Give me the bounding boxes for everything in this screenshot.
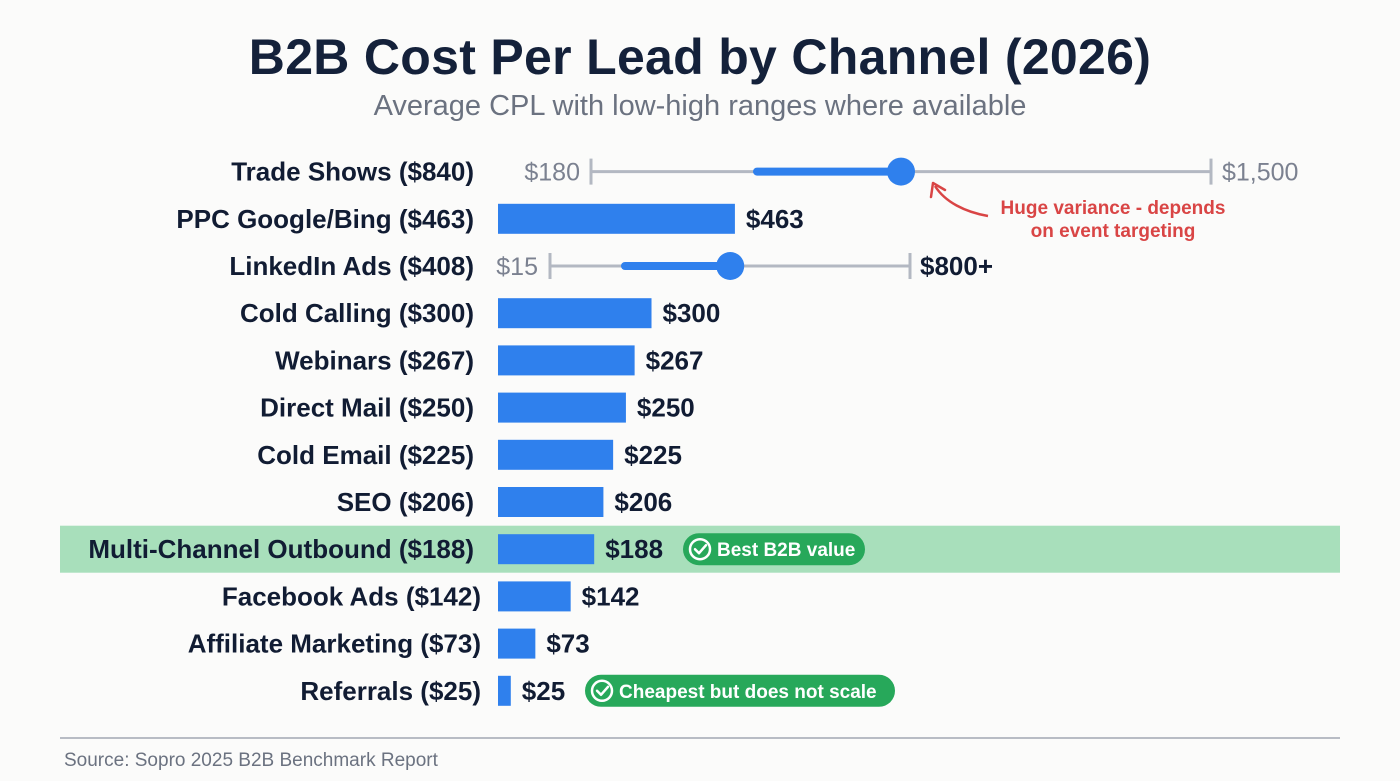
category-label-7: SEO ($206): [337, 487, 474, 517]
value-label-3: $300: [663, 298, 721, 328]
check-mark-icon-11: [595, 685, 610, 697]
annotation-arrow-line: [933, 185, 989, 218]
range-high-label-0: $1,500: [1222, 159, 1298, 187]
range-avg-marker-2: [716, 252, 745, 280]
badge-text-8: Best B2B value: [717, 540, 855, 561]
category-label-11: Referrals ($25): [300, 676, 481, 706]
category-label-2: LinkedIn Ads ($408): [229, 251, 474, 281]
value-label-8: $188: [605, 534, 663, 564]
bar-4: [498, 345, 635, 376]
annotation-line-0: Huge variance - depends: [1001, 198, 1226, 219]
category-label-0: Trade Shows ($840): [231, 157, 474, 187]
category-label-8: Multi-Channel Outbound ($188): [88, 534, 474, 564]
annotation-line-1: on event targeting: [1031, 221, 1196, 242]
category-label-9: Facebook Ads ($142): [222, 581, 481, 611]
badge-text-11: Cheapest but does not scale: [619, 682, 877, 703]
bar-3: [498, 298, 652, 329]
bar-11: [498, 675, 511, 706]
bar-1: [498, 203, 735, 234]
check-mark-icon-8: [693, 543, 708, 555]
bar-9: [498, 581, 571, 612]
category-label-10: Affiliate Marketing ($73): [188, 629, 481, 659]
value-label-6: $225: [624, 440, 682, 470]
category-label-4: Webinars ($267): [275, 345, 474, 375]
category-label-6: Cold Email ($225): [257, 440, 474, 470]
check-circle-icon-11: [590, 679, 614, 703]
value-label-1: $463: [746, 204, 804, 234]
value-label-7: $206: [614, 487, 672, 517]
value-label-10: $73: [546, 629, 589, 659]
value-label-9: $142: [582, 581, 640, 611]
range-avg-marker-0: [887, 157, 915, 186]
range-low-label-2: $15: [496, 253, 538, 281]
bar-6: [498, 439, 614, 470]
bar-8: [498, 534, 595, 565]
range-high-label-2: $800+: [920, 251, 993, 281]
range-low-label-0: $180: [524, 159, 580, 187]
category-label-1: PPC Google/Bing ($463): [176, 204, 474, 234]
bar-7: [498, 487, 604, 517]
check-circle-icon-8: [688, 537, 712, 561]
category-label-5: Direct Mail ($250): [260, 393, 474, 423]
category-label-3: Cold Calling ($300): [240, 298, 474, 328]
annotation-arrow-head-icon: [929, 181, 947, 199]
value-label-11: $25: [522, 676, 565, 706]
footer-divider: [60, 737, 1340, 739]
value-label-5: $250: [637, 393, 695, 423]
bar-5: [498, 392, 626, 423]
bar-10: [498, 628, 536, 659]
chart-subtitle: Average CPL with low-high ranges where a…: [373, 90, 1027, 122]
source-note: Source: Sopro 2025 B2B Benchmark Report: [64, 750, 438, 771]
badge-8: [683, 533, 865, 566]
badge-11: [585, 674, 895, 707]
chart-title: B2B Cost Per Lead by Channel (2026): [248, 29, 1152, 85]
value-label-4: $267: [646, 345, 704, 375]
